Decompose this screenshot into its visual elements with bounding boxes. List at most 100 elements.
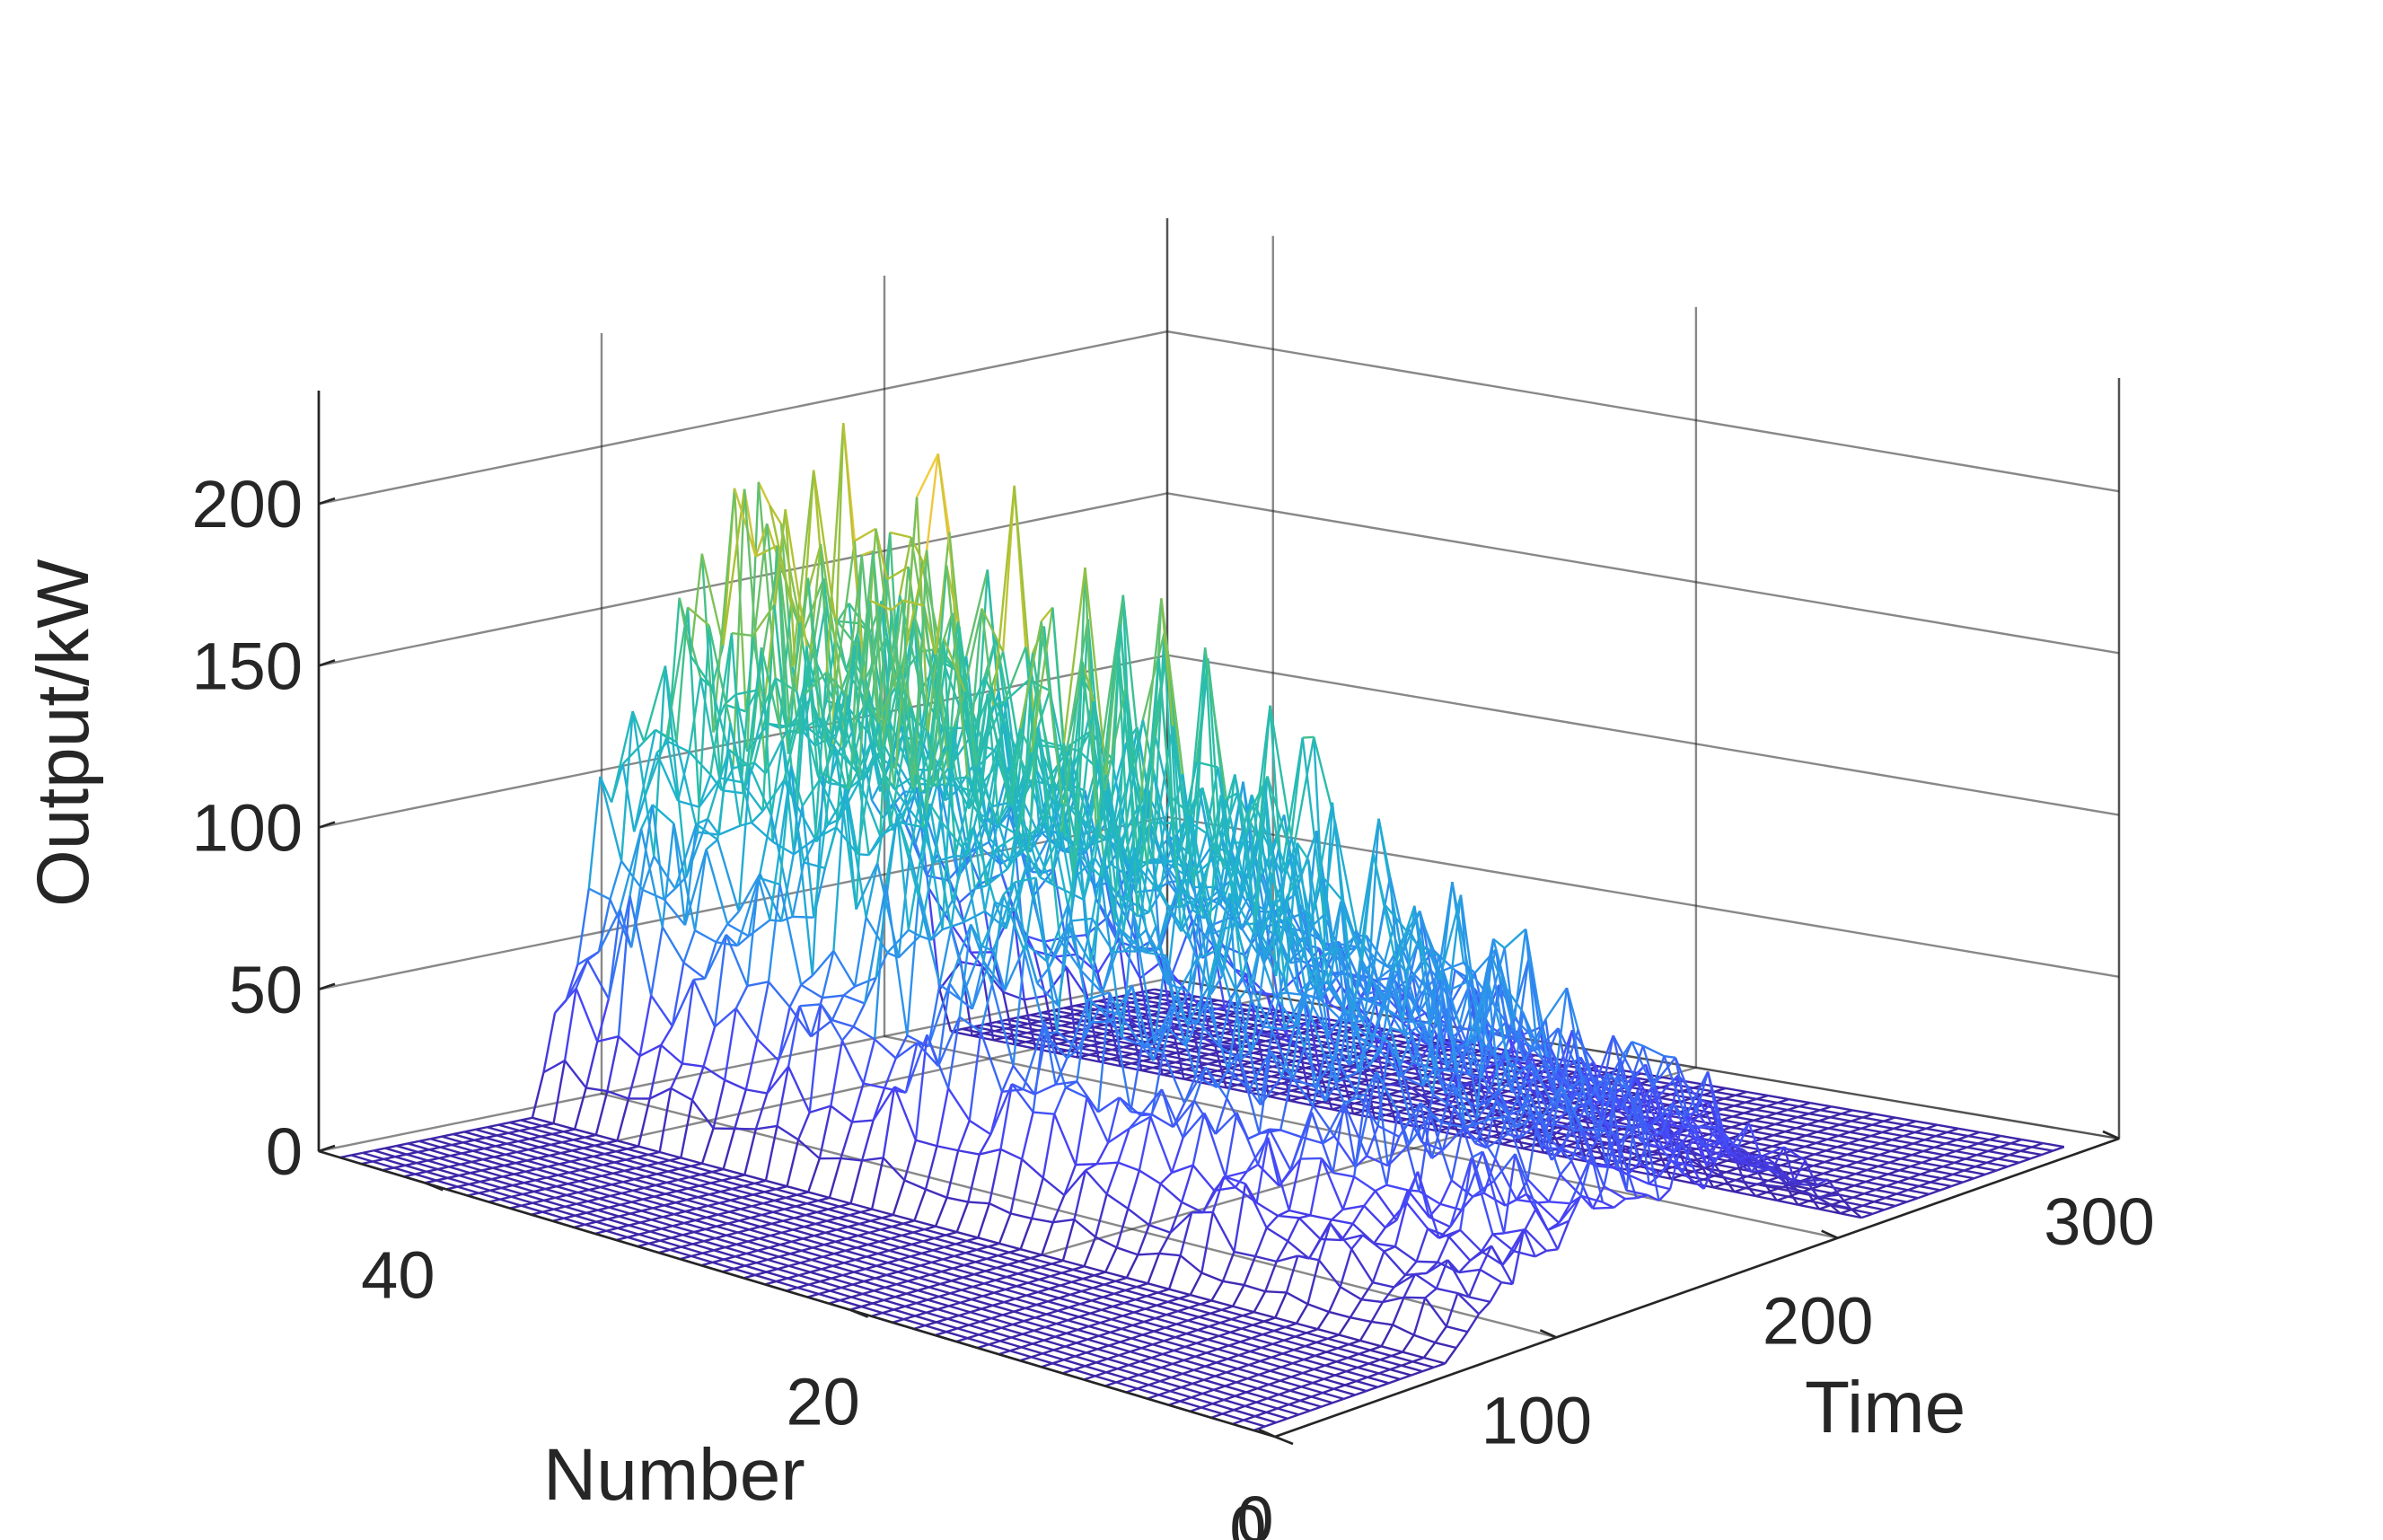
mesh-segment — [1121, 594, 1146, 806]
mesh-segment — [564, 1060, 587, 1089]
mesh-segment — [1065, 619, 1089, 752]
mesh-segment — [734, 1008, 759, 1040]
mesh-segment — [404, 1164, 427, 1173]
mesh-segment — [1133, 1311, 1156, 1320]
mesh-segment — [1731, 1126, 1754, 1133]
mesh-segment — [1069, 661, 1084, 921]
mesh-segment — [1284, 842, 1298, 993]
mesh-segment — [1268, 1128, 1292, 1171]
mesh-segment — [1130, 1044, 1143, 1113]
mesh-segment — [1114, 1280, 1138, 1289]
mesh-segment — [1159, 1172, 1173, 1185]
mesh-segment — [1102, 1296, 1125, 1305]
mesh-segment — [607, 1218, 629, 1227]
mesh-segment — [784, 509, 808, 647]
mesh-segment — [1194, 855, 1218, 876]
mesh-segment — [922, 605, 946, 786]
mesh-segment — [1214, 1097, 1228, 1135]
mesh-segment — [853, 917, 867, 987]
mesh-segment — [1241, 932, 1255, 978]
mesh-segment — [1447, 1066, 1470, 1076]
mesh-segment — [1020, 652, 1034, 854]
mesh-segment — [541, 1135, 563, 1144]
mesh-segment — [1116, 1246, 1139, 1256]
mesh-segment — [1037, 1290, 1060, 1299]
mesh-segment — [811, 950, 835, 977]
mesh-segment — [1108, 992, 1132, 1113]
mesh-segment — [696, 818, 708, 825]
mesh-segment — [778, 884, 803, 985]
mesh-segment — [1060, 1024, 1083, 1031]
mesh-segment — [450, 1154, 472, 1164]
mesh-segment — [1406, 947, 1429, 989]
mesh-segment — [776, 545, 800, 734]
mesh-segment — [677, 1178, 700, 1187]
mesh-segment — [899, 1258, 921, 1267]
mesh-segment — [1074, 808, 1098, 838]
mesh-segment — [899, 537, 912, 596]
mesh-segment — [1011, 1083, 1034, 1113]
mesh-segment — [587, 1200, 610, 1209]
mesh-segment — [1003, 701, 1017, 814]
mesh-segment — [1061, 1219, 1076, 1262]
mesh-segment — [1287, 1217, 1300, 1242]
mesh-segment — [1081, 661, 1105, 857]
mesh-segment — [1286, 896, 1300, 992]
mesh-segment — [756, 1262, 778, 1271]
mesh-segment — [542, 1012, 557, 1073]
mesh-segment — [725, 1245, 747, 1255]
mesh-segment — [643, 665, 667, 743]
mesh-segment — [1142, 1330, 1155, 1336]
mesh-segment — [1342, 1103, 1357, 1167]
mesh-segment — [850, 1083, 865, 1122]
mesh-segment — [504, 1164, 526, 1173]
mesh-segment — [1111, 1318, 1133, 1327]
mesh-segment — [850, 1202, 873, 1210]
mesh-segment — [992, 882, 1016, 952]
mesh-segment — [1042, 1349, 1055, 1355]
mesh-segment — [1037, 729, 1061, 940]
mesh-segment — [1125, 1289, 1148, 1298]
mesh-segment — [1290, 992, 1305, 1078]
mesh-segment — [1180, 787, 1204, 932]
mesh-segment — [1192, 1031, 1216, 1046]
mesh-segment — [852, 1025, 875, 1041]
mesh-segment — [1020, 1247, 1042, 1256]
mesh-segment — [737, 1231, 760, 1240]
mesh-segment — [836, 1228, 858, 1237]
mesh-segment — [1459, 894, 1473, 1043]
mesh-segment — [1084, 568, 1098, 837]
mesh-segment — [565, 959, 589, 1001]
mesh-segment — [958, 1314, 980, 1324]
mesh-segment — [875, 789, 890, 864]
mesh-segment — [1028, 1269, 1051, 1278]
mesh-segment — [1345, 989, 1369, 1034]
mesh-segment — [728, 1210, 752, 1219]
mesh-segment — [922, 1240, 945, 1249]
mesh-segment — [782, 1219, 805, 1228]
mesh-segment — [514, 1162, 538, 1171]
mesh-segment — [578, 1180, 602, 1189]
mesh-segment — [724, 1078, 747, 1091]
mesh-segment — [995, 848, 1009, 870]
mesh-segment — [875, 1277, 897, 1286]
mesh-segment — [1367, 1088, 1389, 1096]
mesh-segment — [875, 1264, 899, 1273]
mesh-segment — [900, 788, 914, 823]
mesh-segment — [893, 1086, 918, 1141]
mesh-segment — [670, 1062, 683, 1089]
mesh-segment — [656, 1173, 679, 1182]
mesh-segment — [1371, 1059, 1394, 1066]
mesh-segment — [1111, 759, 1135, 874]
mesh-segment — [627, 1055, 641, 1099]
mesh-segment — [808, 1004, 822, 1113]
mesh-segment — [1809, 1102, 1832, 1108]
mesh-segment — [497, 1123, 521, 1132]
mesh-segment — [1210, 1280, 1224, 1302]
mesh-segment — [1105, 1162, 1120, 1195]
mesh-segment — [1388, 1093, 1411, 1100]
mesh-segment — [599, 776, 623, 862]
mesh-segment — [1119, 624, 1143, 863]
mesh-segment — [957, 1120, 971, 1151]
mesh-segment — [983, 1282, 1006, 1291]
